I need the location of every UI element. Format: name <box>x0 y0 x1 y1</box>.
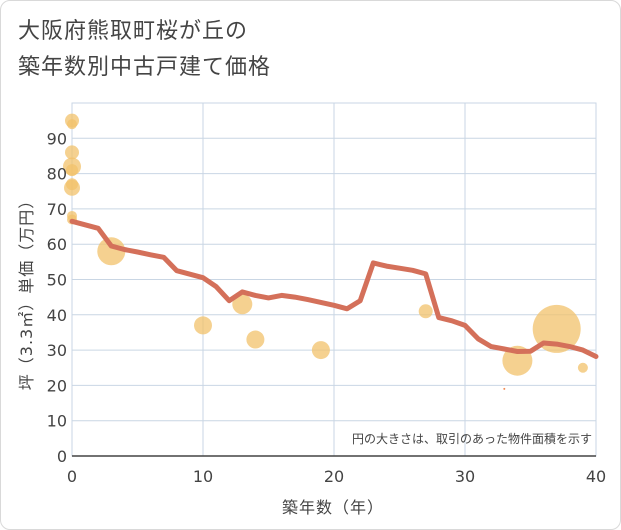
y-tick-label: 30 <box>47 341 67 360</box>
transaction-point-small <box>503 387 506 390</box>
bubble-series <box>63 113 588 390</box>
average-line-series <box>69 218 599 359</box>
y-tick-label: 60 <box>47 235 67 254</box>
transaction-bubble <box>418 304 433 319</box>
transaction-bubble <box>577 362 588 373</box>
y-tick-label: 20 <box>47 376 67 395</box>
y-tick-label: 0 <box>57 447 67 466</box>
average-price-line <box>69 218 599 359</box>
x-axis-title: 築年数（年） <box>282 498 384 517</box>
transaction-bubble <box>311 341 330 360</box>
y-tick-label: 80 <box>47 165 67 184</box>
transaction-bubble <box>64 179 80 196</box>
y-tick-label: 40 <box>47 306 67 325</box>
transaction-bubble <box>66 164 78 177</box>
transaction-bubble <box>97 237 126 266</box>
chart-title: 大阪府熊取町桜が丘の 築年数別中古戸建て価格 <box>18 14 271 86</box>
y-axis-title: 坪（3.3㎡）単価（万円） <box>17 192 36 390</box>
bubble-size-note: 円の大きさは、取引のあった物件面積を示す <box>352 431 592 446</box>
chart-title-line2: 築年数別中古戸建て価格 <box>18 55 272 80</box>
transaction-bubble <box>246 330 265 349</box>
x-tick-label: 40 <box>586 467 606 486</box>
x-tick-label: 20 <box>324 467 344 486</box>
transaction-bubble <box>65 145 79 160</box>
transaction-bubble <box>232 294 253 315</box>
x-tick-label: 0 <box>67 467 77 486</box>
chart-title-line1: 大阪府熊取町桜が丘の <box>18 19 249 44</box>
transaction-bubble <box>194 316 212 335</box>
y-axis-ticks: 0 10 20 30 40 50 60 70 80 90 <box>47 129 67 466</box>
y-tick-label: 10 <box>47 412 67 431</box>
transaction-bubble <box>67 119 77 130</box>
y-tick-label: 70 <box>47 200 67 219</box>
x-axis-ticks: 0 10 20 30 40 <box>67 467 606 486</box>
x-tick-label: 10 <box>193 467 213 486</box>
y-tick-label: 50 <box>47 271 67 290</box>
x-tick-label: 30 <box>455 467 475 486</box>
grid-lines <box>71 102 597 457</box>
y-tick-label: 90 <box>47 129 67 148</box>
